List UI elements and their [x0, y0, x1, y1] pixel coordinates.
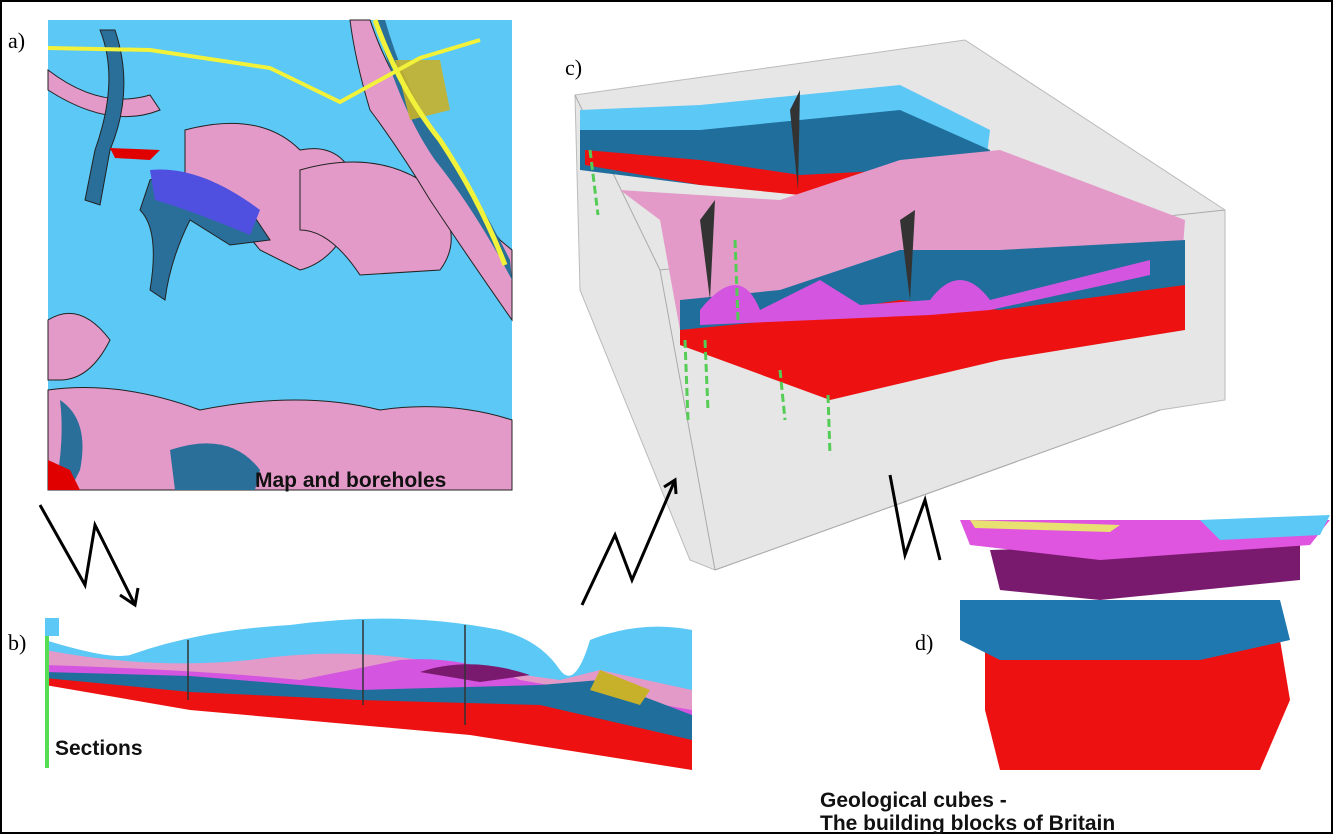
panel-label: d) — [915, 630, 933, 655]
caption: Sections — [55, 737, 143, 760]
panel-label: b) — [8, 630, 26, 655]
arrows — [38, 474, 942, 608]
caption: The building blocks of Britain — [820, 812, 1115, 834]
panel-label: c) — [565, 55, 582, 80]
fence-panel — [574, 39, 1226, 571]
map-panel — [47, 19, 513, 491]
caption: Geological cubes - — [820, 789, 1007, 812]
panel-label: a) — [8, 28, 25, 53]
caption: Map and boreholes — [255, 469, 446, 492]
section-panel — [45, 618, 692, 770]
cube-panel — [960, 515, 1330, 770]
